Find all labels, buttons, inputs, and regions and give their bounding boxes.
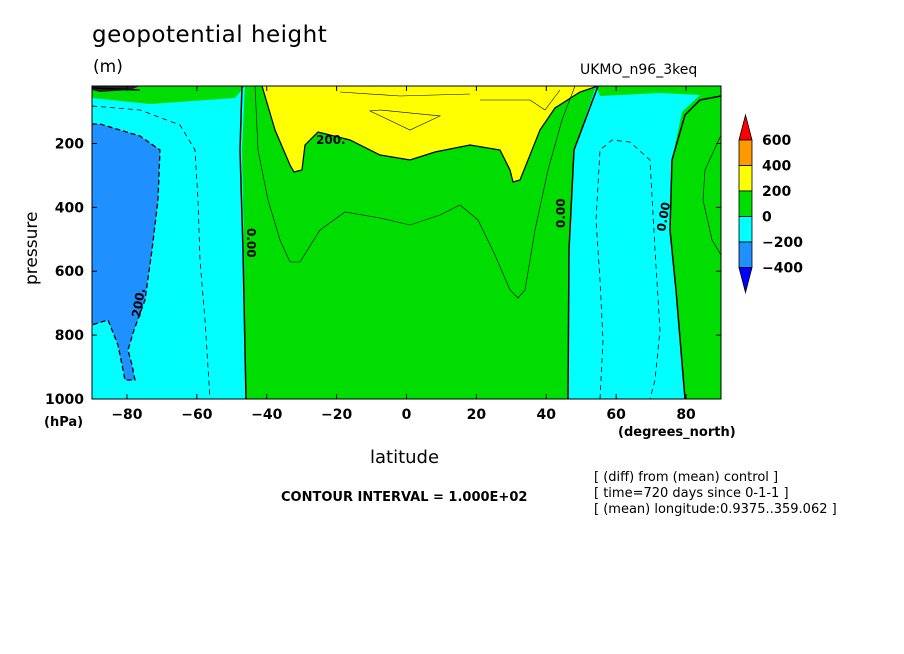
colorbar-label: −400: [762, 261, 803, 277]
x-tick-label: 80: [676, 407, 696, 423]
contour-label-zero-south: 0.00: [244, 228, 258, 258]
dataset-label: UKMO_n96_3keq: [580, 62, 698, 78]
chart-title: geopotential height: [92, 22, 328, 48]
colorbar-label: 0: [762, 210, 772, 226]
contour-label-zero-pole: 0.00: [654, 201, 673, 233]
y-axis-units: (hPa): [44, 415, 84, 430]
contour-minus200-south: [92, 123, 161, 381]
x-axis-label: latitude: [370, 447, 440, 468]
region-0-200-tropics: [92, 86, 596, 399]
x-tick-label: 40: [537, 407, 557, 423]
x-tick-label: −20: [321, 407, 352, 423]
y-axis-ticks: 200 400 600 800 1000: [45, 136, 721, 408]
x-tick-label: 0: [402, 407, 412, 423]
x-tick-label: −60: [181, 407, 212, 423]
x-tick-label: −80: [111, 407, 142, 423]
y-tick-label: 400: [55, 200, 84, 216]
colorbar-segment: [738, 241, 753, 268]
contour-200: [261, 86, 599, 183]
colorbar-segment: [738, 216, 753, 243]
contour-field: [92, 86, 721, 399]
contour-minus100-south: [92, 105, 211, 399]
region-200-400: [262, 86, 598, 182]
y-tick-label: 600: [55, 264, 84, 280]
contour-zero-pole: [669, 95, 721, 399]
chart-units: (m): [93, 57, 123, 77]
region-minus400-minus200: [92, 124, 160, 380]
colorbar-bottom-arrow: [738, 267, 753, 295]
colorbar-label: 600: [762, 133, 791, 149]
note-time: [ time=720 days since 0-1-1 ]: [594, 486, 789, 501]
contour-100: [254, 86, 576, 299]
x-axis-units: (degrees_north): [618, 425, 736, 440]
y-tick-label: 1000: [45, 392, 84, 408]
colorbar-top-arrow: [738, 113, 753, 141]
x-tick-label: −40: [251, 407, 282, 423]
contour-zero-south: [239, 86, 247, 399]
y-tick-label: 200: [55, 136, 84, 152]
y-tick-label: 800: [55, 328, 84, 344]
contour-zero-north: [567, 86, 599, 399]
x-axis-ticks: −80 −60 −40 −20 0 20 40 60 80: [111, 86, 696, 423]
note-longitude: [ (mean) longitude:0.9375..359.062 ]: [594, 502, 837, 517]
colorbar: 600 400 200 0 −200 −400: [738, 113, 803, 295]
region-0-200-upper-north: [596, 86, 721, 96]
colorbar-label: 400: [762, 159, 791, 175]
colorbar-segment: [738, 139, 753, 166]
region-0-200-north-pole: [670, 86, 721, 399]
contour-minus100-north: [595, 139, 661, 399]
contour-label-minus200: 200.: [129, 287, 148, 319]
region-0-200-upper-south: [92, 86, 245, 104]
colorbar-label: −200: [762, 235, 803, 251]
contour-interval: CONTOUR INTERVAL = 1.000E+02: [281, 490, 528, 505]
colorbar-segment: [738, 165, 753, 192]
contour-label-zero-north: 0.00: [554, 198, 568, 228]
note-diff: [ (diff) from (mean) control ]: [594, 470, 779, 485]
colorbar-label: 200: [762, 184, 791, 200]
x-tick-label: 20: [467, 407, 487, 423]
colorbar-segment: [738, 190, 753, 217]
x-tick-label: 60: [606, 407, 626, 423]
contour-label-200: 200.: [316, 133, 346, 147]
